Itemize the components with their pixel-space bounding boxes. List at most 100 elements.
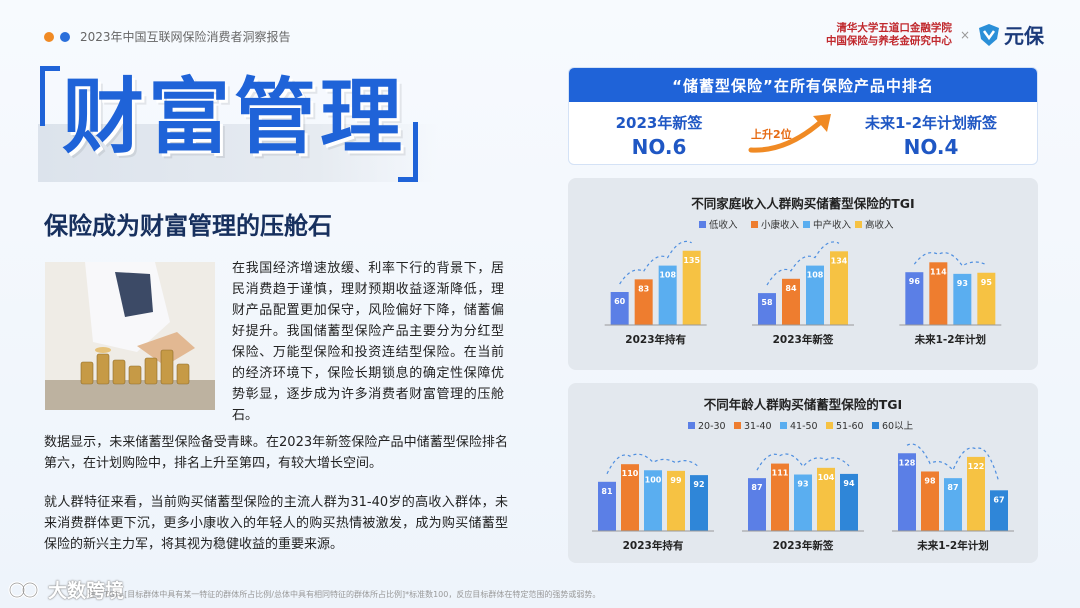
bar-value-label: 108 — [659, 271, 676, 280]
age-chart-panel: 不同年龄人群购买储蓄型保险的TGI 20-30 31-40 41-50 51-60 60以… — [568, 383, 1038, 563]
bar-value-label: 87 — [947, 483, 958, 492]
bar — [977, 272, 996, 325]
coins-photo — [45, 262, 215, 410]
bar — [758, 293, 776, 325]
coin-stacks-image — [45, 262, 215, 410]
category-label: 2023年持有 — [623, 539, 684, 552]
logo-separator: × — [959, 27, 970, 42]
category-label: 未来1-2年计划 — [916, 539, 988, 552]
legend-swatch — [699, 221, 706, 228]
title-band — [38, 124, 438, 182]
watermark-text: 大数跨境 — [48, 580, 125, 602]
trend-curve — [756, 453, 850, 471]
trend-curve — [906, 443, 1000, 483]
bar-value-label: 96 — [909, 277, 921, 286]
bar — [898, 453, 916, 531]
bar — [817, 467, 835, 531]
bar — [806, 265, 824, 325]
bar — [782, 278, 800, 325]
left-bracket — [40, 66, 60, 126]
legend-label: 41-50 — [790, 421, 818, 432]
rank-future-label: 未来1-2年计划新签 — [864, 114, 998, 132]
bar — [682, 250, 701, 325]
bar — [929, 262, 948, 325]
legend-swatch — [751, 221, 758, 228]
bar-value-label: 110 — [622, 469, 639, 478]
bar — [953, 273, 972, 325]
page-title: 财富管理 — [62, 70, 407, 165]
bar — [921, 471, 939, 531]
income-chart-panel: 不同家庭收入人群购买储蓄型保险的TGI 低收入 小康收入 中产收入 高收入 60 83 108… — [568, 178, 1038, 370]
bar — [990, 490, 1008, 531]
rank-panel: “储蓄型保险”在所有保险产品中排名 2023年新签 NO.6 上升2位 未来1-… — [568, 67, 1038, 165]
bar-value-label: 108 — [807, 271, 824, 280]
bar-value-label: 83 — [638, 284, 649, 293]
partner-line-1: 清华大学五道口金融学院 — [836, 21, 952, 34]
watermark: 大数跨境 — [8, 576, 124, 603]
tgi-footnote: 注：TGI=[目标群体中具有某一特征的群体所占比例/总体中具有相同特征的群体所占… — [88, 590, 601, 599]
bar-value-label: 93 — [797, 480, 808, 489]
legend-label: 51-60 — [836, 421, 864, 432]
bar — [944, 478, 962, 531]
legend-label: 小康收入 — [761, 219, 800, 231]
trend-curve — [913, 252, 987, 267]
bar-value-label: 84 — [785, 284, 797, 293]
bar-value-label: 122 — [968, 462, 985, 471]
bar — [748, 478, 766, 531]
bar — [794, 474, 812, 531]
legend-label: 31-40 — [744, 421, 772, 432]
bar — [634, 279, 653, 325]
bar — [690, 475, 708, 531]
watermark-logo-icon — [8, 581, 39, 598]
brand-logo: 元保 — [978, 20, 1044, 49]
legend-swatch — [780, 422, 787, 429]
bar-value-label: 95 — [981, 278, 993, 287]
bar — [905, 272, 924, 325]
bar — [667, 470, 685, 531]
chart-title: 不同年龄人群购买储蓄型保险的TGI — [704, 397, 902, 412]
age-tgi-chart: 不同年龄人群购买储蓄型保险的TGI 20-30 31-40 41-50 51-60 60以… — [592, 397, 1014, 552]
orange-dot-icon — [44, 31, 54, 42]
legend-swatch — [872, 422, 879, 429]
bar-value-label: 128 — [899, 458, 916, 467]
report-title: 2023年中国互联网保险消费者洞察报告 — [80, 30, 291, 44]
legend-label: 低收入 — [709, 219, 738, 231]
bar-value-label: 60 — [614, 297, 626, 306]
legend-swatch — [826, 422, 833, 429]
legend-label: 20-30 — [698, 421, 726, 432]
bar-value-label: 99 — [670, 476, 682, 485]
category-label: 2023年持有 — [625, 333, 686, 346]
bar-value-label: 114 — [930, 267, 947, 276]
report-header: 2023年中国互联网保险消费者洞察报告 — [44, 28, 291, 45]
bar — [658, 265, 677, 325]
partner-logos: 清华大学五道口金融学院 中国保险与养老金研究中心 × 元保 — [826, 20, 1044, 49]
rank-change: 上升2位 — [751, 128, 792, 141]
bar-value-label: 87 — [751, 483, 762, 492]
bar-value-label: 67 — [993, 495, 1004, 504]
rank-2023-value: NO.6 — [631, 135, 687, 159]
rank-2023-label: 2023年新签 — [615, 114, 703, 132]
blue-dot-icon — [60, 31, 70, 42]
bar-value-label: 94 — [843, 479, 855, 488]
bar — [967, 456, 985, 531]
partner-institution: 清华大学五道口金融学院 中国保险与养老金研究中心 — [826, 22, 952, 48]
shield-icon — [979, 23, 999, 46]
bar — [840, 473, 858, 531]
intro-paragraph: 在我国经济增速放缓、利率下行的背景下，居民消费趋于谨慎，理财预期收益逐渐降低，理… — [232, 261, 504, 423]
chart-title: 不同家庭收入人群购买储蓄型保险的TGI — [691, 196, 914, 211]
right-bracket — [398, 122, 418, 182]
income-tgi-chart: 不同家庭收入人群购买储蓄型保险的TGI 低收入 小康收入 中产收入 高收入 60 83 108… — [604, 196, 1002, 346]
category-label: 2023年新签 — [773, 333, 834, 346]
legend-swatch — [803, 221, 810, 228]
bar-value-label: 93 — [957, 279, 968, 288]
rank-future: 未来1-2年计划新签 NO.4 — [851, 112, 1011, 159]
trend-curve — [606, 453, 700, 475]
bar — [621, 464, 639, 531]
legend-label: 高收入 — [865, 219, 894, 231]
demographic-paragraph: 就人群特征来看，当前购买储蓄型保险的主流人群为31-40岁的高收入群体，未来消费… — [44, 495, 508, 552]
rank-heading: “储蓄型保险”在所有保险产品中排名 — [569, 68, 1037, 102]
brand-name: 元保 — [1004, 24, 1044, 48]
rank-future-value: NO.4 — [903, 135, 959, 159]
bar — [644, 470, 662, 531]
trend-curve — [619, 240, 692, 285]
